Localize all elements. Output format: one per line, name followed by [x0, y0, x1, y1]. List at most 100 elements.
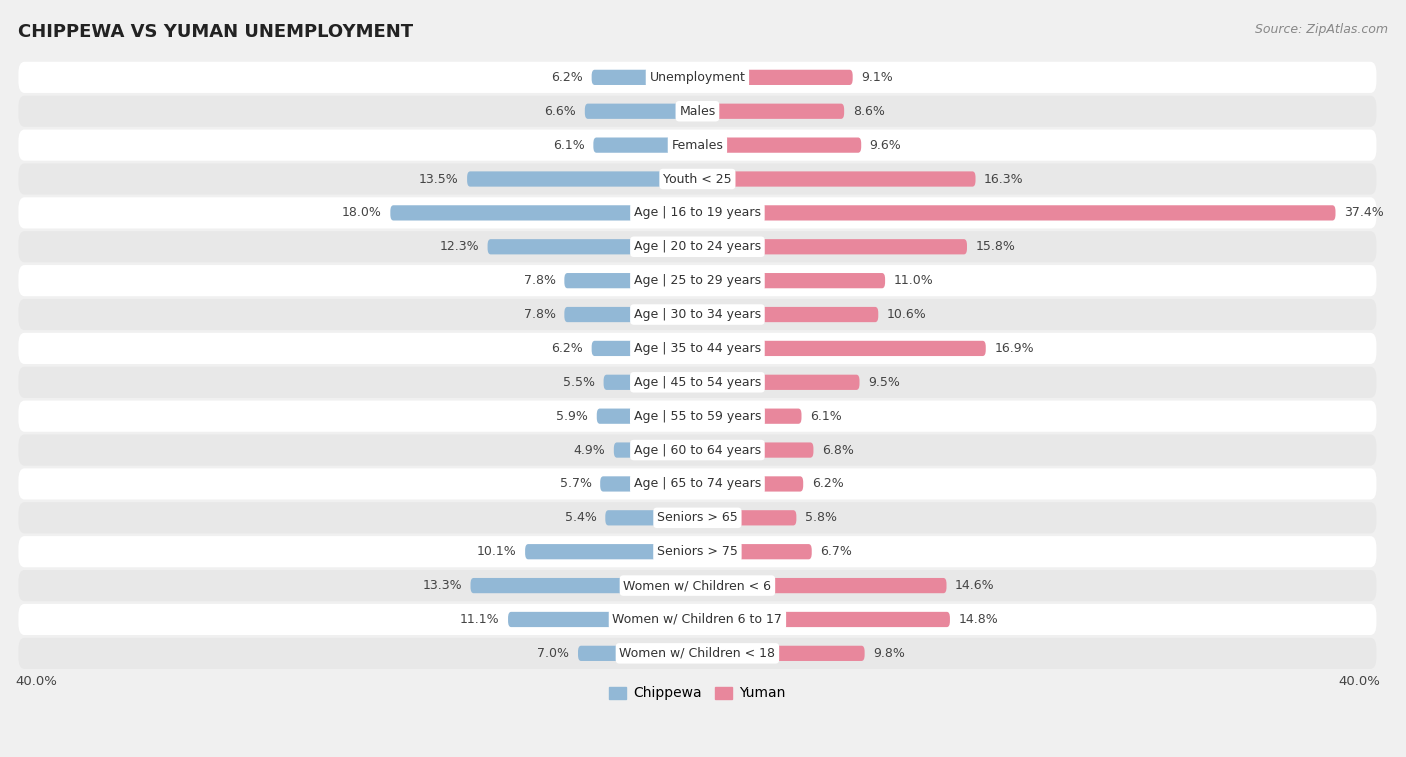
- FancyBboxPatch shape: [18, 265, 1376, 296]
- FancyBboxPatch shape: [18, 400, 1376, 431]
- Text: Age | 20 to 24 years: Age | 20 to 24 years: [634, 240, 761, 254]
- Text: 5.5%: 5.5%: [562, 375, 595, 389]
- FancyBboxPatch shape: [585, 104, 697, 119]
- FancyBboxPatch shape: [564, 273, 697, 288]
- FancyBboxPatch shape: [596, 409, 697, 424]
- Text: 5.8%: 5.8%: [804, 511, 837, 525]
- Text: 6.2%: 6.2%: [811, 478, 844, 491]
- FancyBboxPatch shape: [697, 307, 879, 322]
- FancyBboxPatch shape: [697, 409, 801, 424]
- FancyBboxPatch shape: [697, 476, 803, 491]
- FancyBboxPatch shape: [697, 171, 976, 187]
- Text: 9.5%: 9.5%: [868, 375, 900, 389]
- FancyBboxPatch shape: [524, 544, 697, 559]
- FancyBboxPatch shape: [606, 510, 697, 525]
- FancyBboxPatch shape: [603, 375, 697, 390]
- FancyBboxPatch shape: [564, 307, 697, 322]
- FancyBboxPatch shape: [18, 536, 1376, 567]
- Text: 11.0%: 11.0%: [894, 274, 934, 287]
- Text: Unemployment: Unemployment: [650, 71, 745, 84]
- FancyBboxPatch shape: [600, 476, 697, 491]
- FancyBboxPatch shape: [18, 129, 1376, 160]
- FancyBboxPatch shape: [593, 138, 697, 153]
- FancyBboxPatch shape: [18, 333, 1376, 364]
- FancyBboxPatch shape: [697, 646, 865, 661]
- Text: 10.6%: 10.6%: [887, 308, 927, 321]
- FancyBboxPatch shape: [18, 299, 1376, 330]
- Text: 6.2%: 6.2%: [551, 342, 583, 355]
- Text: 9.6%: 9.6%: [870, 139, 901, 151]
- FancyBboxPatch shape: [697, 578, 946, 593]
- Text: Age | 65 to 74 years: Age | 65 to 74 years: [634, 478, 761, 491]
- FancyBboxPatch shape: [697, 375, 859, 390]
- Text: 11.1%: 11.1%: [460, 613, 499, 626]
- Text: 8.6%: 8.6%: [852, 104, 884, 118]
- Text: 6.6%: 6.6%: [544, 104, 576, 118]
- Text: 6.1%: 6.1%: [810, 410, 842, 422]
- FancyBboxPatch shape: [18, 62, 1376, 93]
- Text: 6.7%: 6.7%: [820, 545, 852, 558]
- FancyBboxPatch shape: [578, 646, 697, 661]
- Text: Age | 45 to 54 years: Age | 45 to 54 years: [634, 375, 761, 389]
- Text: Youth < 25: Youth < 25: [664, 173, 731, 185]
- FancyBboxPatch shape: [697, 273, 886, 288]
- FancyBboxPatch shape: [697, 612, 950, 627]
- Text: Age | 55 to 59 years: Age | 55 to 59 years: [634, 410, 761, 422]
- FancyBboxPatch shape: [18, 435, 1376, 466]
- Text: Women w/ Children 6 to 17: Women w/ Children 6 to 17: [613, 613, 782, 626]
- FancyBboxPatch shape: [488, 239, 697, 254]
- Text: 9.1%: 9.1%: [862, 71, 893, 84]
- Text: Males: Males: [679, 104, 716, 118]
- Text: 6.8%: 6.8%: [823, 444, 853, 456]
- Legend: Chippewa, Yuman: Chippewa, Yuman: [603, 681, 792, 706]
- FancyBboxPatch shape: [471, 578, 697, 593]
- FancyBboxPatch shape: [697, 205, 1336, 220]
- Text: 7.0%: 7.0%: [537, 646, 569, 660]
- FancyBboxPatch shape: [18, 95, 1376, 127]
- FancyBboxPatch shape: [18, 604, 1376, 635]
- Text: 4.9%: 4.9%: [574, 444, 606, 456]
- Text: 37.4%: 37.4%: [1344, 207, 1384, 220]
- FancyBboxPatch shape: [467, 171, 697, 187]
- Text: 5.9%: 5.9%: [557, 410, 588, 422]
- Text: 7.8%: 7.8%: [524, 274, 555, 287]
- FancyBboxPatch shape: [18, 366, 1376, 398]
- Text: Women w/ Children < 18: Women w/ Children < 18: [620, 646, 776, 660]
- Text: 6.1%: 6.1%: [553, 139, 585, 151]
- Text: 16.3%: 16.3%: [984, 173, 1024, 185]
- FancyBboxPatch shape: [18, 198, 1376, 229]
- Text: Source: ZipAtlas.com: Source: ZipAtlas.com: [1254, 23, 1388, 36]
- Text: Age | 16 to 19 years: Age | 16 to 19 years: [634, 207, 761, 220]
- Text: 7.8%: 7.8%: [524, 308, 555, 321]
- Text: Seniors > 65: Seniors > 65: [657, 511, 738, 525]
- FancyBboxPatch shape: [18, 570, 1376, 601]
- FancyBboxPatch shape: [697, 104, 844, 119]
- Text: 9.8%: 9.8%: [873, 646, 905, 660]
- FancyBboxPatch shape: [18, 502, 1376, 534]
- FancyBboxPatch shape: [508, 612, 697, 627]
- FancyBboxPatch shape: [697, 341, 986, 356]
- FancyBboxPatch shape: [18, 637, 1376, 669]
- Text: 18.0%: 18.0%: [342, 207, 382, 220]
- Text: Age | 35 to 44 years: Age | 35 to 44 years: [634, 342, 761, 355]
- Text: Age | 60 to 64 years: Age | 60 to 64 years: [634, 444, 761, 456]
- Text: 15.8%: 15.8%: [976, 240, 1015, 254]
- Text: 12.3%: 12.3%: [440, 240, 479, 254]
- Text: 16.9%: 16.9%: [994, 342, 1033, 355]
- Text: Age | 25 to 29 years: Age | 25 to 29 years: [634, 274, 761, 287]
- FancyBboxPatch shape: [18, 164, 1376, 195]
- Text: 14.6%: 14.6%: [955, 579, 994, 592]
- FancyBboxPatch shape: [592, 341, 697, 356]
- Text: 40.0%: 40.0%: [15, 675, 56, 688]
- FancyBboxPatch shape: [18, 469, 1376, 500]
- FancyBboxPatch shape: [391, 205, 697, 220]
- Text: 13.3%: 13.3%: [422, 579, 463, 592]
- FancyBboxPatch shape: [697, 510, 796, 525]
- FancyBboxPatch shape: [697, 544, 811, 559]
- FancyBboxPatch shape: [697, 239, 967, 254]
- Text: Seniors > 75: Seniors > 75: [657, 545, 738, 558]
- FancyBboxPatch shape: [697, 138, 862, 153]
- Text: 5.4%: 5.4%: [565, 511, 596, 525]
- Text: Women w/ Children < 6: Women w/ Children < 6: [623, 579, 772, 592]
- Text: Females: Females: [672, 139, 723, 151]
